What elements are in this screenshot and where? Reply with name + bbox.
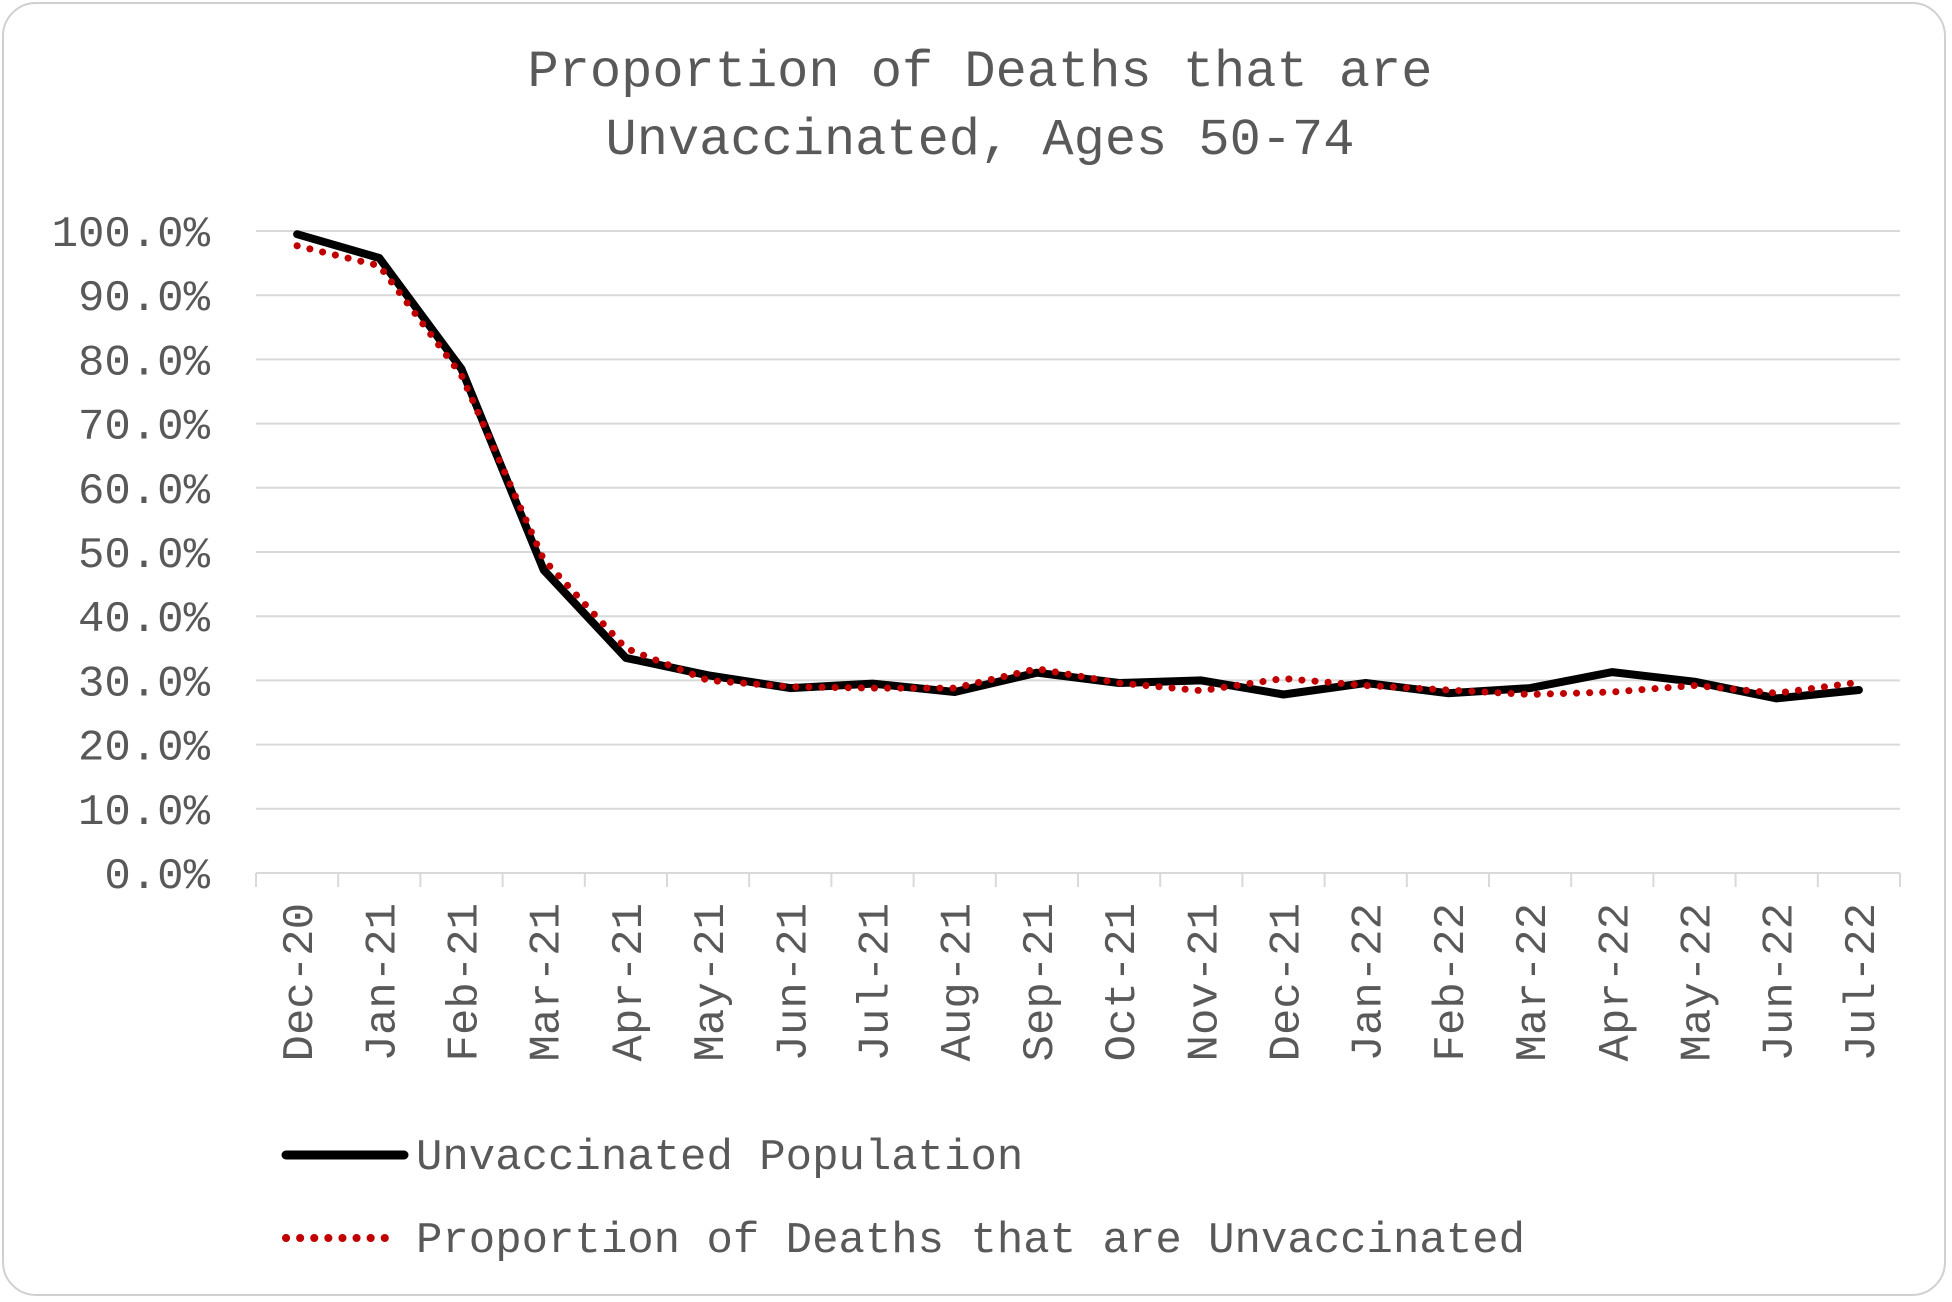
x-tick-label-4: Apr-21 bbox=[605, 903, 655, 1061]
x-tick-label-5: May-21 bbox=[687, 903, 737, 1061]
x-tick-label-15: Mar-22 bbox=[1509, 903, 1559, 1061]
y-tick-label-8: 80.0% bbox=[78, 338, 211, 388]
series-line-0 bbox=[293, 230, 1863, 703]
legend: Unvaccinated Population Proportion of De… bbox=[281, 1133, 1525, 1266]
y-axis-tick-labels: 0.0% 10.0% 20.0% 30.0% 40.0% 50.0% 60.0% 70.0% 8… bbox=[52, 210, 211, 902]
chart-title-line-1: Proportion of Deaths that are bbox=[528, 43, 1433, 102]
y-tick-label-7: 70.0% bbox=[78, 403, 211, 453]
x-tick-label-10: Oct-21 bbox=[1098, 903, 1148, 1061]
x-axis-tick-labels: Dec-20 Jan-21 Feb-21 Mar-21 Apr-21 May-21 Jun-… bbox=[276, 903, 1888, 1061]
x-tick-label-1: Jan-21 bbox=[358, 903, 408, 1061]
y-tick-label-2: 20.0% bbox=[78, 724, 211, 774]
x-tick-label-12: Dec-21 bbox=[1263, 903, 1313, 1061]
x-tick-label-6: Jun-21 bbox=[769, 903, 819, 1061]
x-tick-label-19: Jul-22 bbox=[1838, 903, 1888, 1061]
y-tick-label-6: 60.0% bbox=[78, 467, 211, 517]
legend-label-unvaccinated-population: Unvaccinated Population bbox=[416, 1133, 1023, 1183]
x-tick-label-17: May-22 bbox=[1674, 903, 1724, 1061]
x-tick-label-8: Aug-21 bbox=[934, 903, 984, 1061]
x-tick-label-18: Jun-22 bbox=[1756, 903, 1806, 1061]
gridlines bbox=[256, 230, 1900, 810]
chart-title: Proportion of Deaths that are Unvaccinat… bbox=[528, 43, 1433, 170]
y-tick-label-5: 50.0% bbox=[78, 531, 211, 581]
x-tick-label-2: Feb-21 bbox=[441, 903, 491, 1061]
x-tick-label-7: Jul-21 bbox=[852, 903, 902, 1061]
x-tick-label-11: Nov-21 bbox=[1180, 903, 1230, 1061]
x-axis bbox=[255, 872, 1901, 887]
chart-title-line-2: Unvaccinated, Ages 50-74 bbox=[606, 111, 1355, 170]
y-tick-label-3: 30.0% bbox=[78, 659, 211, 709]
y-tick-label-1: 10.0% bbox=[78, 788, 211, 838]
y-tick-label-0: 0.0% bbox=[104, 852, 210, 902]
x-tick-label-13: Jan-22 bbox=[1345, 903, 1395, 1061]
series-lines bbox=[293, 230, 1863, 703]
y-tick-label-10: 100.0% bbox=[52, 210, 211, 260]
x-tick-label-9: Sep-21 bbox=[1016, 903, 1066, 1061]
x-tick-label-14: Feb-22 bbox=[1427, 903, 1477, 1061]
y-tick-label-4: 40.0% bbox=[78, 595, 211, 645]
x-tick-label-0: Dec-20 bbox=[276, 903, 326, 1061]
x-tick-label-16: Apr-22 bbox=[1591, 903, 1641, 1061]
legend-label-proportion-of-deaths: Proportion of Deaths that are Unvaccinat… bbox=[416, 1216, 1525, 1266]
y-tick-label-9: 90.0% bbox=[78, 274, 211, 324]
x-tick-label-3: Mar-21 bbox=[523, 903, 573, 1061]
series-line-1 bbox=[293, 242, 1863, 698]
